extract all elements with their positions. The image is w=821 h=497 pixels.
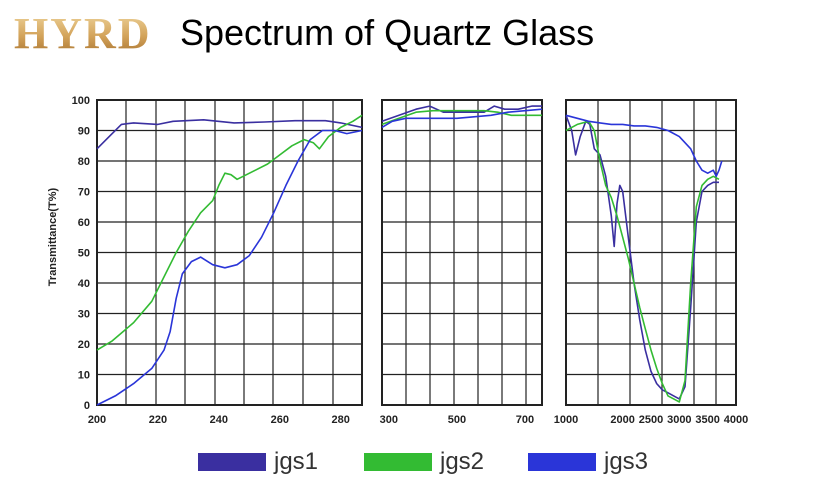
panel-frame-3 — [565, 99, 737, 406]
x-tick-label: 220 — [149, 414, 167, 426]
x-tick-label: 2500 — [639, 414, 663, 426]
brand-logo: HYRD — [14, 9, 150, 58]
x-tick-label: 1000 — [554, 414, 578, 426]
legend-swatch-jgs3 — [528, 453, 596, 471]
y-tick-label: 90 — [78, 126, 90, 138]
legend-item-jgs1: jgs1 — [198, 448, 318, 476]
legend-label-jgs1: jgs1 — [274, 448, 319, 475]
y-tick-label: 70 — [78, 187, 90, 199]
y-tick-label: 80 — [78, 156, 90, 168]
y-axis-label: Transmittance(T%) — [47, 187, 59, 286]
y-tick-label: 0 — [84, 400, 90, 412]
y-tick-label: 20 — [78, 339, 90, 351]
legend-item-jgs3: jgs3 — [528, 448, 648, 476]
y-tick-label: 10 — [78, 370, 90, 382]
x-tick-label: 700 — [516, 414, 534, 426]
series-line-jgs3-panel-2 — [381, 108, 543, 129]
x-tick-label: 4000 — [724, 414, 748, 426]
logo-text: HYRD — [14, 9, 150, 58]
x-tick-label: 280 — [331, 414, 349, 426]
x-tick-label: 300 — [380, 414, 398, 426]
series-line-jgs3-panel-3 — [565, 114, 723, 178]
legend-label-jgs3: jgs3 — [604, 448, 649, 475]
chart-legend: jgs1 jgs2 jgs3 — [0, 448, 821, 484]
legend-swatch-jgs1 — [198, 453, 266, 471]
series-line-jgs1-panel-2 — [381, 105, 542, 123]
series-line-jgs2-panel-1 — [96, 114, 363, 351]
legend-item-jgs2: jgs2 — [364, 448, 484, 476]
x-tick-label: 2000 — [610, 414, 634, 426]
x-tick-label: 200 — [88, 414, 106, 426]
y-tick-label: 60 — [78, 217, 90, 229]
y-tick-label: 40 — [78, 278, 90, 290]
x-tick-label: 500 — [448, 414, 466, 426]
x-tick-label: 260 — [271, 414, 289, 426]
series-line-jgs2-panel-2 — [381, 109, 542, 126]
series-line-jgs3-panel-1 — [96, 129, 363, 406]
series-line-jgs1-panel-3 — [565, 115, 719, 400]
panel-frame-1 — [96, 99, 363, 406]
y-tick-label: 50 — [78, 248, 90, 260]
legend-swatch-jgs2 — [364, 453, 432, 471]
x-tick-label: 3500 — [695, 414, 719, 426]
legend-label-jgs2: jgs2 — [440, 448, 485, 475]
series-line-jgs1-panel-1 — [96, 119, 363, 150]
x-tick-label: 240 — [210, 414, 228, 426]
series-line-jgs2-panel-3 — [565, 120, 720, 403]
page-title: Spectrum of Quartz Glass — [180, 12, 595, 53]
spectrum-chart: 200 220 240 260 280 300 500 700 1000 2000 2500 3000… — [47, 95, 748, 426]
y-tick-label: 100 — [72, 95, 90, 107]
panel-frame-2 — [381, 99, 543, 406]
y-tick-label: 30 — [78, 309, 90, 321]
x-tick-label: 3000 — [667, 414, 691, 426]
